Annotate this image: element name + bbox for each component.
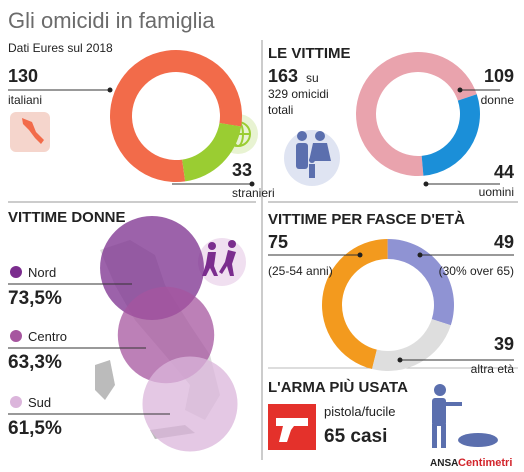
leader-dot xyxy=(249,181,255,187)
annotation: 329 omicidi xyxy=(268,87,329,101)
bubble xyxy=(142,356,238,452)
source: ANSA xyxy=(430,458,458,469)
legend-dot xyxy=(10,266,22,278)
leader-dot xyxy=(397,357,403,363)
donut-segment xyxy=(182,122,242,182)
legend-dot xyxy=(10,396,22,408)
violence xyxy=(202,240,236,276)
value-label: 73,5% xyxy=(8,288,62,309)
category-label: stranieri xyxy=(232,186,275,200)
donut-segment xyxy=(321,239,388,370)
donut-segment xyxy=(372,319,451,372)
category-label: uomini xyxy=(479,185,514,199)
credit: Centimetri xyxy=(458,457,512,469)
chart-title: LE VITTIME xyxy=(268,45,351,62)
sardinia xyxy=(95,360,115,400)
category-label: italiani xyxy=(8,93,42,107)
category-label: (30% over 65) xyxy=(439,264,514,278)
annotation-value: 163 xyxy=(268,66,298,86)
violence-icon xyxy=(198,238,246,286)
category-label: (25-54 anni) xyxy=(268,264,333,278)
donut-segment xyxy=(421,94,480,176)
leader-dot xyxy=(417,252,423,258)
leader-dot xyxy=(107,87,113,93)
value-label: 61,5% xyxy=(8,418,62,439)
value-label: 33 xyxy=(232,160,252,180)
leader-dot xyxy=(423,181,429,187)
family xyxy=(296,131,331,178)
category-label: Nord xyxy=(28,265,56,280)
title: Gli omicidi in famiglia xyxy=(8,8,215,33)
shooter xyxy=(432,384,462,448)
value-label: 49 xyxy=(494,232,514,252)
value-label: 109 xyxy=(484,66,514,86)
victim xyxy=(458,433,498,447)
weapon-count: 65 casi xyxy=(324,426,387,447)
category-label: altra età xyxy=(471,362,515,376)
gun xyxy=(276,418,308,442)
italy-shape xyxy=(22,118,44,144)
subtitle: Dati Eures sul 2018 xyxy=(8,41,113,55)
annotation: totali xyxy=(268,103,293,117)
category-label: Centro xyxy=(28,329,67,344)
category-label: Sud xyxy=(28,395,51,410)
annotation: su xyxy=(306,71,319,85)
value-label: 130 xyxy=(8,66,38,86)
donut-segment xyxy=(110,50,243,182)
value-label: 44 xyxy=(494,162,514,182)
value-label: 63,3% xyxy=(8,352,62,373)
value-label: 39 xyxy=(494,334,514,354)
legend-dot xyxy=(10,330,22,342)
value-label: 75 xyxy=(268,232,288,252)
italy-icon xyxy=(10,112,50,152)
donut-segment xyxy=(387,238,455,326)
leader-dot xyxy=(357,252,363,258)
weapon-label: pistola/fucile xyxy=(324,404,396,419)
chart-title: VITTIME DONNE xyxy=(8,209,126,226)
weapon-title: L'ARMA PIÙ USATA xyxy=(268,378,408,396)
chart-title: VITTIME PER FASCE D'ETÀ xyxy=(268,211,465,228)
donut-segment xyxy=(355,51,477,176)
category-label: donne xyxy=(481,93,515,107)
leader-dot xyxy=(457,87,463,93)
